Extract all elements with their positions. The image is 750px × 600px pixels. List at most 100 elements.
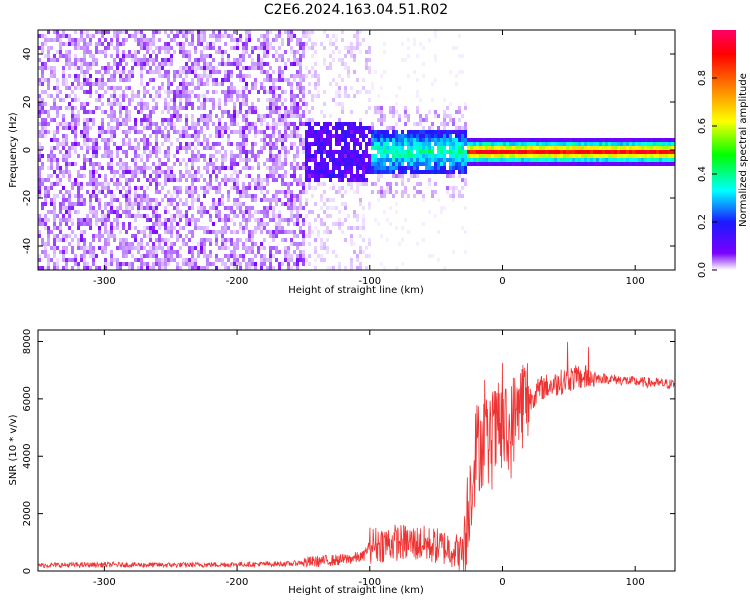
- heat-cell: [323, 30, 326, 34]
- heat-cell: [131, 266, 134, 270]
- heat-cell: [155, 238, 158, 242]
- heat-cell: [305, 258, 308, 262]
- heat-cell: [140, 66, 143, 70]
- heat-cell: [98, 234, 101, 238]
- heat-cell: [332, 158, 335, 162]
- heat-cell: [257, 162, 260, 166]
- heat-cell: [362, 166, 365, 170]
- heat-cell: [110, 226, 113, 230]
- heat-cell: [113, 226, 116, 230]
- heat-cell: [266, 166, 269, 170]
- heat-cell: [272, 218, 275, 222]
- heat-cell: [356, 190, 359, 194]
- heat-cell: [167, 86, 170, 90]
- heat-cell: [167, 106, 170, 110]
- heat-cell: [506, 154, 509, 158]
- heat-cell: [416, 146, 419, 150]
- heat-cell: [329, 230, 332, 234]
- heat-cell: [83, 198, 86, 202]
- heat-cell: [356, 218, 359, 222]
- heat-cell: [119, 214, 122, 218]
- heat-cell: [449, 138, 452, 142]
- heat-cell: [431, 154, 434, 158]
- heat-cell: [167, 218, 170, 222]
- heat-cell: [314, 138, 317, 142]
- heat-cell: [497, 150, 500, 154]
- heat-cell: [209, 46, 212, 50]
- heat-cell: [281, 58, 284, 62]
- heat-cell: [251, 230, 254, 234]
- heat-cell: [458, 166, 461, 170]
- heat-cell: [605, 162, 608, 166]
- heat-cell: [140, 62, 143, 66]
- heat-cell: [290, 214, 293, 218]
- heat-cell: [59, 150, 62, 154]
- heat-cell: [215, 242, 218, 246]
- heat-cell: [44, 78, 47, 82]
- heat-cell: [359, 122, 362, 126]
- heat-cell: [338, 118, 341, 122]
- heat-cell: [218, 118, 221, 122]
- heat-cell: [611, 154, 614, 158]
- heat-cell: [311, 74, 314, 78]
- heat-cell: [203, 30, 206, 34]
- heat-cell: [152, 86, 155, 90]
- heat-cell: [458, 54, 461, 58]
- heat-cell: [368, 46, 371, 50]
- heat-cell: [533, 142, 536, 146]
- heat-cell: [452, 190, 455, 194]
- heat-cell: [293, 230, 296, 234]
- heat-cell: [80, 230, 83, 234]
- heat-cell: [140, 106, 143, 110]
- heat-cell: [65, 50, 68, 54]
- heat-cell: [320, 126, 323, 130]
- heat-cell: [560, 162, 563, 166]
- heat-cell: [47, 174, 50, 178]
- heat-cell: [266, 158, 269, 162]
- heat-cell: [254, 154, 257, 158]
- heat-cell: [662, 158, 665, 162]
- heat-cell: [179, 134, 182, 138]
- heat-cell: [194, 246, 197, 250]
- heat-cell: [293, 78, 296, 82]
- heat-cell: [155, 102, 158, 106]
- heat-cell: [554, 138, 557, 142]
- heat-cell: [230, 238, 233, 242]
- heat-cell: [242, 94, 245, 98]
- heat-cell: [260, 62, 263, 66]
- heat-cell: [68, 190, 71, 194]
- heat-cell: [230, 86, 233, 90]
- heat-cell: [449, 174, 452, 178]
- heat-cell: [119, 266, 122, 270]
- heat-cell: [110, 250, 113, 254]
- heat-cell: [317, 214, 320, 218]
- heat-cell: [449, 162, 452, 166]
- heat-cell: [182, 214, 185, 218]
- heat-cell: [557, 154, 560, 158]
- heat-cell: [230, 38, 233, 42]
- heat-cell: [62, 134, 65, 138]
- heat-cell: [119, 262, 122, 266]
- heat-cell: [377, 150, 380, 154]
- heat-cell: [164, 174, 167, 178]
- heat-cell: [284, 98, 287, 102]
- heat-cell: [83, 102, 86, 106]
- heat-cell: [77, 98, 80, 102]
- heat-cell: [371, 138, 374, 142]
- heat-cell: [119, 58, 122, 62]
- heat-cell: [149, 198, 152, 202]
- heat-cell: [467, 138, 470, 142]
- heat-cell: [290, 130, 293, 134]
- heat-cell: [131, 174, 134, 178]
- heat-cell: [140, 70, 143, 74]
- heat-cell: [143, 198, 146, 202]
- heat-cell: [167, 150, 170, 154]
- heat-cell: [431, 146, 434, 150]
- heat-cell: [266, 98, 269, 102]
- heat-cell: [107, 234, 110, 238]
- heat-cell: [443, 110, 446, 114]
- heat-cell: [335, 90, 338, 94]
- heat-cell: [107, 238, 110, 242]
- heat-cell: [302, 114, 305, 118]
- heat-cell: [176, 130, 179, 134]
